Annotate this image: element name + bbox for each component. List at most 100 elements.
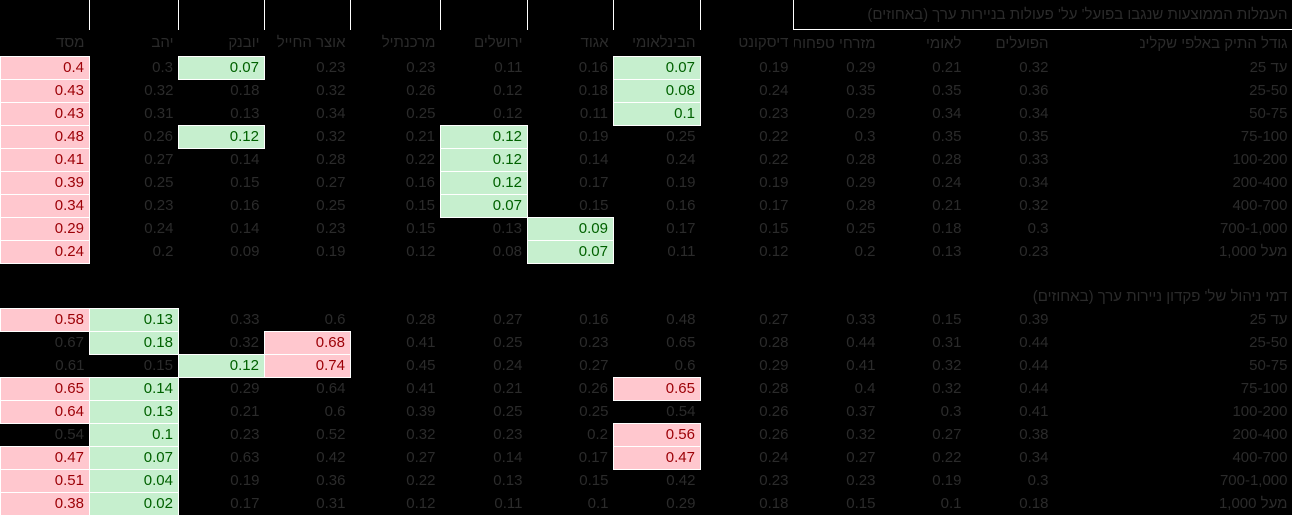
highlighted-fee-cell[interactable]: 0.13 xyxy=(90,400,179,423)
fee-cell[interactable]: 0.31 xyxy=(881,331,967,354)
fee-cell[interactable]: 0.22 xyxy=(351,469,441,492)
highlighted-fee-cell[interactable]: 0.74 xyxy=(265,354,351,377)
fee-cell[interactable]: 0.19 xyxy=(265,240,351,263)
fee-cell[interactable]: 0.23 xyxy=(441,423,528,446)
fee-cell[interactable]: 0.28 xyxy=(794,194,881,217)
fee-cell[interactable]: 0.48 xyxy=(614,308,701,331)
fee-cell[interactable]: 0.11 xyxy=(441,492,528,515)
fee-cell[interactable]: 0.24 xyxy=(701,446,794,469)
fee-cell[interactable]: 0.23 xyxy=(351,56,441,79)
highlighted-fee-cell[interactable]: 0.1 xyxy=(614,102,701,125)
fee-cell[interactable]: 0.34 xyxy=(967,102,1054,125)
fee-cell[interactable]: 0.26 xyxy=(701,400,794,423)
fee-cell[interactable]: 0.34 xyxy=(967,446,1054,469)
highlighted-fee-cell[interactable]: 0.13 xyxy=(90,308,179,331)
fee-cell[interactable]: 0.22 xyxy=(701,125,794,148)
fee-cell[interactable]: 0.24 xyxy=(881,171,967,194)
fee-cell[interactable]: 0.17 xyxy=(179,492,265,515)
fee-cell[interactable]: 0.44 xyxy=(967,331,1054,354)
fee-cell[interactable]: 0.41 xyxy=(351,377,441,400)
fee-cell[interactable]: 0.28 xyxy=(701,331,794,354)
fee-cell[interactable]: 0.27 xyxy=(881,423,967,446)
portfolio-size-header[interactable]: גודל התיק באלפי שקלים xyxy=(1140,30,1292,57)
fee-cell[interactable]: 0.1 xyxy=(881,492,967,515)
fee-cell[interactable]: 0.54 xyxy=(614,400,701,423)
fee-cell[interactable]: 0.25 xyxy=(614,125,701,148)
highlighted-fee-cell[interactable]: 0.4 xyxy=(1,56,90,79)
fee-cell[interactable]: 0.3 xyxy=(967,217,1054,240)
fee-cell[interactable]: 0.13 xyxy=(881,240,967,263)
fee-cell[interactable]: 0.6 xyxy=(265,308,351,331)
fee-cell[interactable]: 0.18 xyxy=(881,217,967,240)
fee-cell[interactable]: 0.16 xyxy=(528,56,614,79)
fee-cell[interactable]: 0.23 xyxy=(701,469,794,492)
fee-cell[interactable]: 0.16 xyxy=(179,194,265,217)
highlighted-fee-cell[interactable]: 0.58 xyxy=(1,308,90,331)
highlighted-fee-cell[interactable]: 0.29 xyxy=(1,217,90,240)
fee-cell[interactable]: 0.54 xyxy=(1,423,90,446)
fee-cell[interactable]: 0.23 xyxy=(90,194,179,217)
fee-cell[interactable]: 0.33 xyxy=(967,148,1054,171)
fee-cell[interactable]: 0.13 xyxy=(441,217,528,240)
fee-cell[interactable]: 0.17 xyxy=(701,194,794,217)
fee-cell[interactable]: 0.61 xyxy=(1,354,90,377)
bank-header[interactable]: אוצר החייל xyxy=(265,30,351,57)
bank-header[interactable]: ירושלים xyxy=(441,30,528,57)
fee-cell[interactable]: 0.25 xyxy=(265,194,351,217)
fee-cell[interactable]: 0.15 xyxy=(794,492,881,515)
fee-cell[interactable]: 0.14 xyxy=(528,148,614,171)
fee-cell[interactable]: 0.3 xyxy=(967,469,1054,492)
fee-cell[interactable]: 0.23 xyxy=(967,240,1054,263)
highlighted-fee-cell[interactable]: 0.64 xyxy=(1,400,90,423)
fee-cell[interactable]: 0.23 xyxy=(265,217,351,240)
fee-cell[interactable]: 0.24 xyxy=(614,148,701,171)
fee-cell[interactable]: 0.31 xyxy=(90,102,179,125)
fee-cell[interactable]: 0.22 xyxy=(351,148,441,171)
fee-cell[interactable]: 0.16 xyxy=(614,194,701,217)
fee-cell[interactable]: 0.42 xyxy=(265,446,351,469)
bank-header[interactable]: מזרחי טפחות xyxy=(794,30,881,57)
fee-cell[interactable]: 0.15 xyxy=(701,217,794,240)
fee-cell[interactable]: 0.6 xyxy=(614,354,701,377)
fee-cell[interactable]: 0.18 xyxy=(179,79,265,102)
fee-cell[interactable]: 0.36 xyxy=(265,469,351,492)
fee-cell[interactable]: 0.19 xyxy=(881,469,967,492)
fee-cell[interactable]: 0.4 xyxy=(794,377,881,400)
fee-cell[interactable]: 0.13 xyxy=(179,102,265,125)
fee-cell[interactable]: 0.28 xyxy=(351,308,441,331)
bank-header[interactable]: לאומי xyxy=(881,30,967,57)
highlighted-fee-cell[interactable]: 0.04 xyxy=(90,469,179,492)
fee-cell[interactable]: 0.18 xyxy=(528,79,614,102)
fee-cell[interactable]: 0.21 xyxy=(881,194,967,217)
fee-cell[interactable]: 0.44 xyxy=(967,354,1054,377)
highlighted-fee-cell[interactable]: 0.09 xyxy=(528,217,614,240)
highlighted-fee-cell[interactable]: 0.34 xyxy=(1,194,90,217)
fee-cell[interactable]: 0.15 xyxy=(179,171,265,194)
highlighted-fee-cell[interactable]: 0.14 xyxy=(90,377,179,400)
fee-cell[interactable]: 0.41 xyxy=(794,354,881,377)
fee-cell[interactable]: 0.37 xyxy=(794,400,881,423)
fee-cell[interactable]: 0.22 xyxy=(701,148,794,171)
fee-cell[interactable]: 0.26 xyxy=(90,125,179,148)
highlighted-fee-cell[interactable]: 0.07 xyxy=(179,56,265,79)
fee-cell[interactable]: 0.52 xyxy=(265,423,351,446)
fee-cell[interactable]: 0.27 xyxy=(351,446,441,469)
fee-cell[interactable]: 0.15 xyxy=(528,469,614,492)
fee-cell[interactable]: 0.25 xyxy=(90,171,179,194)
fee-cell[interactable]: 0.44 xyxy=(967,377,1054,400)
fee-cell[interactable]: 0.15 xyxy=(351,194,441,217)
highlighted-fee-cell[interactable]: 0.07 xyxy=(441,194,528,217)
fee-cell[interactable]: 0.29 xyxy=(614,492,701,515)
highlighted-fee-cell[interactable]: 0.51 xyxy=(1,469,90,492)
fee-cell[interactable]: 0.32 xyxy=(881,354,967,377)
fee-cell[interactable]: 0.16 xyxy=(351,171,441,194)
fee-cell[interactable]: 0.39 xyxy=(967,308,1054,331)
fee-cell[interactable]: 0.24 xyxy=(90,217,179,240)
highlighted-fee-cell[interactable]: 0.38 xyxy=(1,492,90,515)
fee-cell[interactable]: 0.26 xyxy=(528,377,614,400)
highlighted-fee-cell[interactable]: 0.47 xyxy=(614,446,701,469)
highlighted-fee-cell[interactable]: 0.12 xyxy=(441,125,528,148)
fee-cell[interactable]: 0.27 xyxy=(90,148,179,171)
highlighted-fee-cell[interactable]: 0.07 xyxy=(614,56,701,79)
highlighted-fee-cell[interactable]: 0.07 xyxy=(528,240,614,263)
